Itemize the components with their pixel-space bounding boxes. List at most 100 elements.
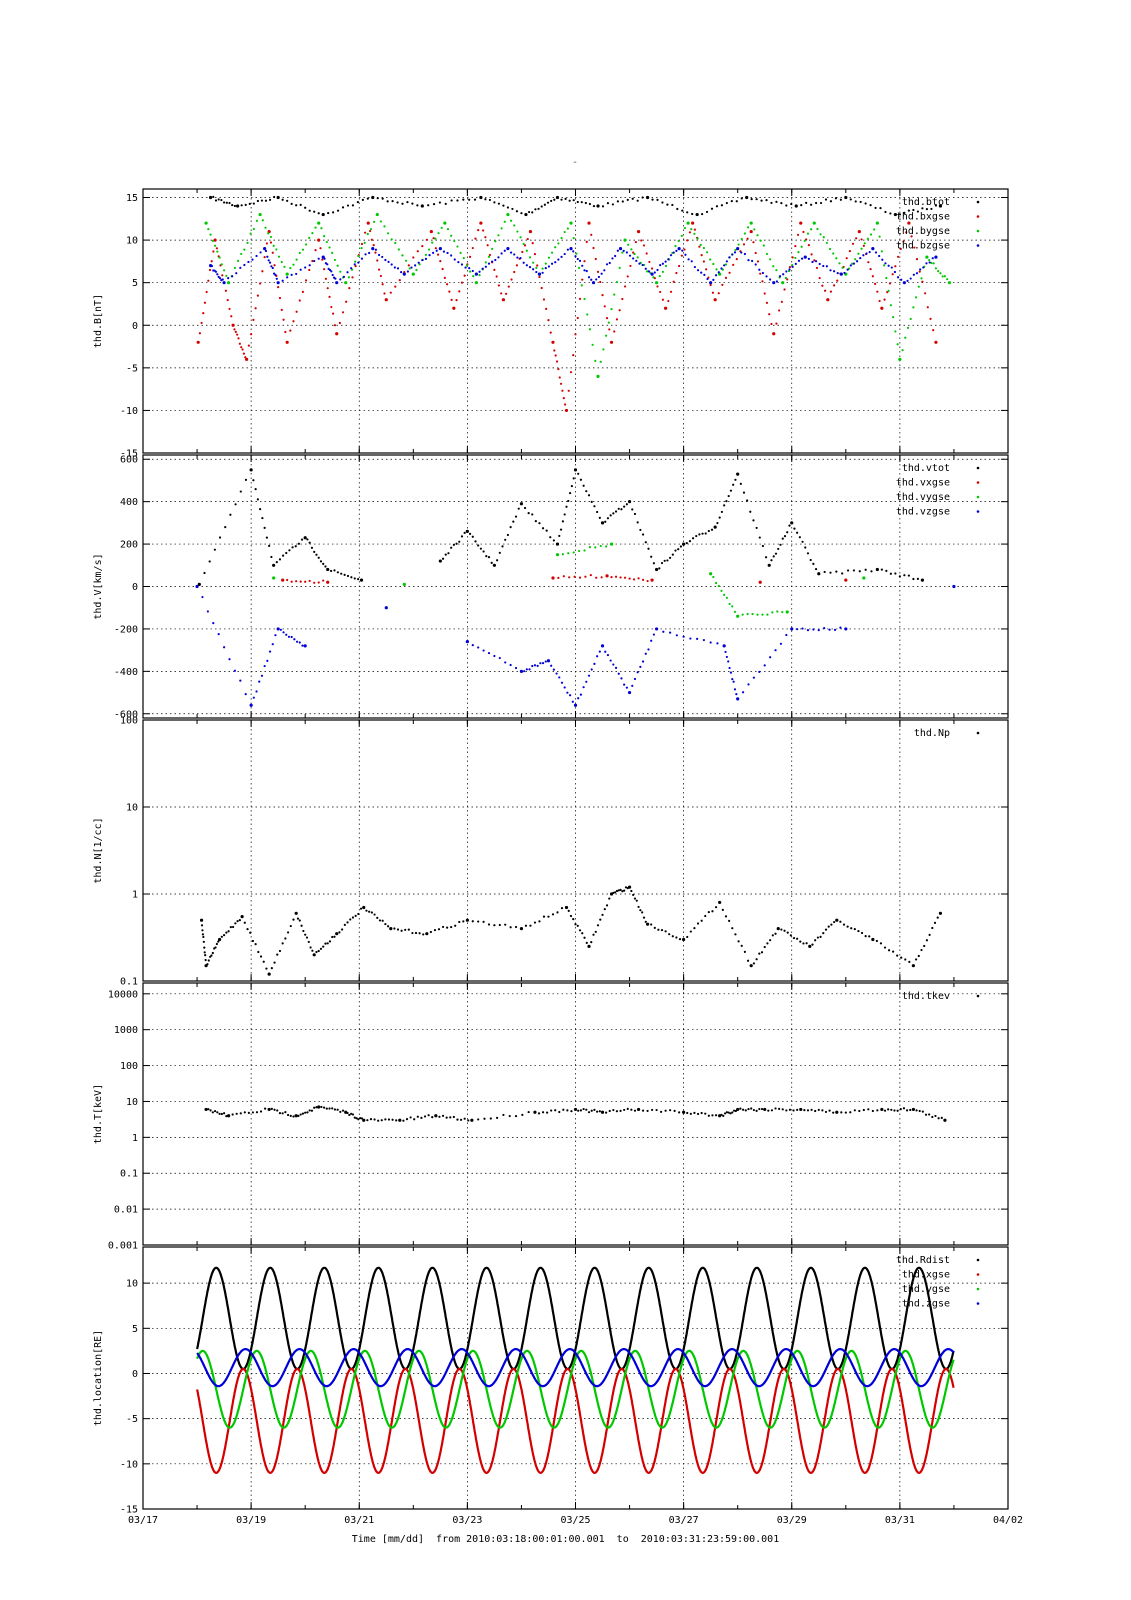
data-point: [630, 248, 633, 251]
data-point: [239, 266, 242, 269]
data-point: [264, 199, 268, 202]
data-point: [527, 1110, 530, 1114]
data-point: [725, 260, 728, 263]
data-point: [295, 258, 298, 261]
legend-marker: [976, 1287, 980, 1291]
data-point: [624, 886, 628, 889]
data-point: [449, 1116, 452, 1119]
data-point: [915, 272, 919, 275]
data-point: [607, 321, 610, 324]
data-point: [244, 356, 247, 359]
data-point: [761, 271, 765, 275]
legend-label: thd.btot: [902, 197, 950, 208]
data-point: [848, 250, 851, 253]
data-point: [293, 638, 296, 641]
data-point: [747, 683, 750, 686]
data-point: [704, 914, 707, 918]
data-point: [716, 642, 719, 645]
data-point: [799, 221, 803, 225]
data-point: [398, 278, 401, 282]
data-point: [677, 548, 680, 551]
data-point: [765, 199, 768, 202]
data-point: [432, 237, 435, 240]
data-point: [391, 199, 394, 203]
data-point: [298, 251, 301, 255]
data-point: [500, 227, 503, 230]
data-point: [494, 240, 497, 243]
data-point: [845, 257, 848, 260]
data-point: [905, 1109, 909, 1112]
data-point: [711, 910, 714, 913]
data-point: [660, 928, 664, 932]
data-point: [596, 924, 600, 927]
data-point: [552, 539, 555, 542]
data-point: [862, 244, 865, 247]
data-point: [225, 1115, 228, 1118]
data-point: [695, 212, 699, 217]
data-point: [743, 950, 746, 953]
data-point: [229, 925, 232, 929]
data-point: [754, 251, 757, 255]
data-point: [490, 561, 493, 565]
data-point: [605, 334, 608, 337]
data-point: [880, 306, 884, 310]
data-point: [541, 267, 544, 270]
data-point: [389, 927, 393, 931]
data-point: [728, 666, 731, 670]
data-point: [569, 371, 573, 374]
data-point: [314, 226, 317, 229]
data-point: [380, 1119, 383, 1122]
data-point: [810, 228, 813, 231]
data-point: [533, 1110, 537, 1114]
data-point: [644, 920, 647, 923]
data-point: [396, 201, 399, 204]
data-point: [760, 1107, 764, 1111]
data-point: [222, 1112, 226, 1115]
data-point: [247, 1111, 250, 1114]
data-point: [582, 1107, 585, 1111]
data-point: [835, 570, 838, 573]
data-point: [664, 260, 667, 263]
data-point: [464, 266, 467, 269]
data-point: [590, 500, 593, 504]
data-point: [573, 703, 578, 707]
data-point: [390, 263, 393, 266]
data-point: [437, 928, 441, 931]
data-point: [824, 1110, 828, 1114]
data-point: [509, 219, 513, 222]
data-point: [615, 1110, 619, 1113]
data-point: [745, 195, 749, 200]
y-tick-label: -5: [126, 363, 138, 374]
data-point: [493, 654, 496, 658]
data-point: [247, 344, 250, 347]
data-point: [204, 958, 207, 962]
data-point: [887, 1108, 890, 1111]
data-point: [259, 282, 262, 285]
data-point: [915, 1109, 918, 1112]
data-point: [766, 942, 769, 945]
legend-marker: [976, 1258, 980, 1262]
data-point: [623, 683, 626, 686]
data-point: [298, 641, 301, 644]
data-point: [287, 635, 291, 638]
data-point: [717, 584, 720, 588]
data-point: [794, 204, 798, 208]
data-point: [761, 544, 765, 548]
data-point: [783, 535, 787, 538]
data-point: [765, 301, 769, 304]
data-point: [202, 312, 205, 315]
data-point: [326, 567, 330, 572]
data-point: [450, 298, 453, 301]
data-point: [265, 536, 268, 539]
data-point: [800, 204, 803, 207]
data-point: [494, 258, 497, 262]
data-point: [506, 533, 510, 537]
data-point: [610, 307, 613, 311]
data-point: [268, 650, 272, 653]
data-point: [346, 921, 349, 924]
data-point: [796, 1108, 799, 1111]
data-point: [592, 246, 595, 250]
data-point: [484, 236, 487, 239]
data-point: [663, 559, 666, 562]
data-point: [867, 1108, 870, 1111]
